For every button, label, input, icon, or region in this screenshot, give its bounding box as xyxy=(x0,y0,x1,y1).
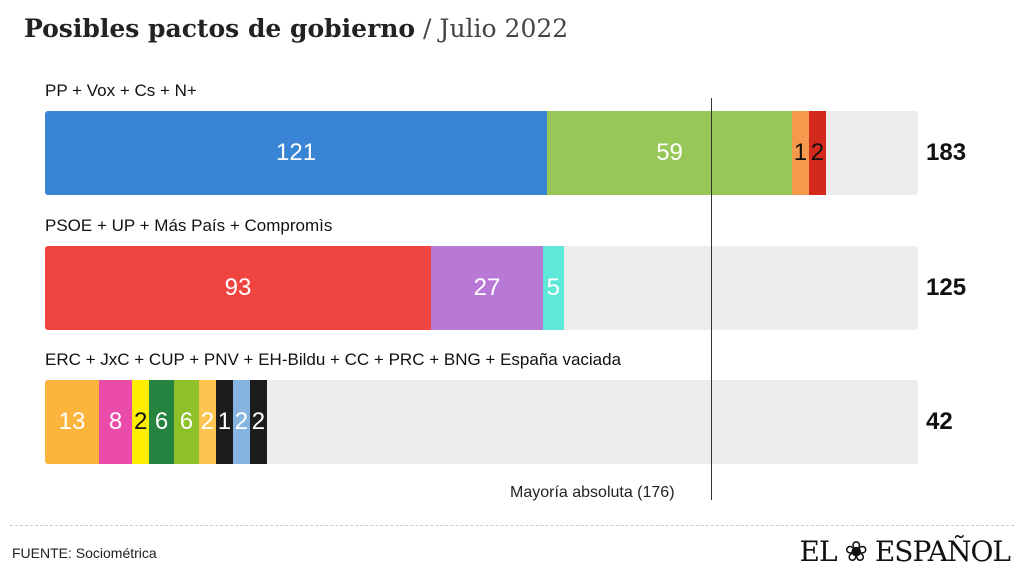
bar-segment: 5 xyxy=(542,246,564,330)
bar-segment: 2 xyxy=(249,380,267,464)
bar-segment: 2 xyxy=(132,380,150,464)
footer-divider xyxy=(10,525,1014,526)
bar-segment: 13 xyxy=(45,380,99,464)
bar-segment: 1 xyxy=(791,111,809,195)
majority-label: Mayoría absoluta (176) xyxy=(510,484,675,501)
title-main: Posibles pactos de gobierno xyxy=(24,14,416,43)
bar-segment: 8 xyxy=(98,380,133,464)
bar-segment: 1 xyxy=(215,380,233,464)
row-label: ERC + JxC + CUP + PNV + EH-Bildu + CC + … xyxy=(45,350,622,369)
bar-segment: 59 xyxy=(547,111,792,195)
bar-segment: 6 xyxy=(149,380,175,464)
row-total: 42 xyxy=(926,408,953,435)
title-separator: / xyxy=(415,14,440,43)
bar-segment: 2 xyxy=(232,380,250,464)
bar-segment: 121 xyxy=(45,111,548,195)
bar-segment: 2 xyxy=(198,380,216,464)
bar-segment: 6 xyxy=(174,380,199,464)
row-label: PSOE + UP + Más País + Compromìs xyxy=(45,216,333,235)
row-label: PP + Vox + Cs + N+ xyxy=(45,81,197,100)
brand-logo: EL ❀ ESPAÑOL xyxy=(799,535,1011,568)
bar-segment: 2 xyxy=(808,111,826,195)
majority-line xyxy=(711,98,712,500)
chart-title: Posibles pactos de gobierno / Julio 2022 xyxy=(24,14,568,43)
bar-track: 93 27 5 xyxy=(45,246,918,330)
bar-segment: 93 xyxy=(45,246,431,330)
source-note: FUENTE: Sociométrica xyxy=(12,545,157,561)
bar-segment: 27 xyxy=(430,246,543,330)
row-total: 183 xyxy=(926,139,967,166)
row-total: 125 xyxy=(926,274,967,301)
bar-track: 121 59 1 2 xyxy=(45,111,918,195)
title-subtitle: Julio 2022 xyxy=(439,14,569,43)
bar-track: 13 8 2 6 6 2 1 2 2 xyxy=(45,380,918,464)
